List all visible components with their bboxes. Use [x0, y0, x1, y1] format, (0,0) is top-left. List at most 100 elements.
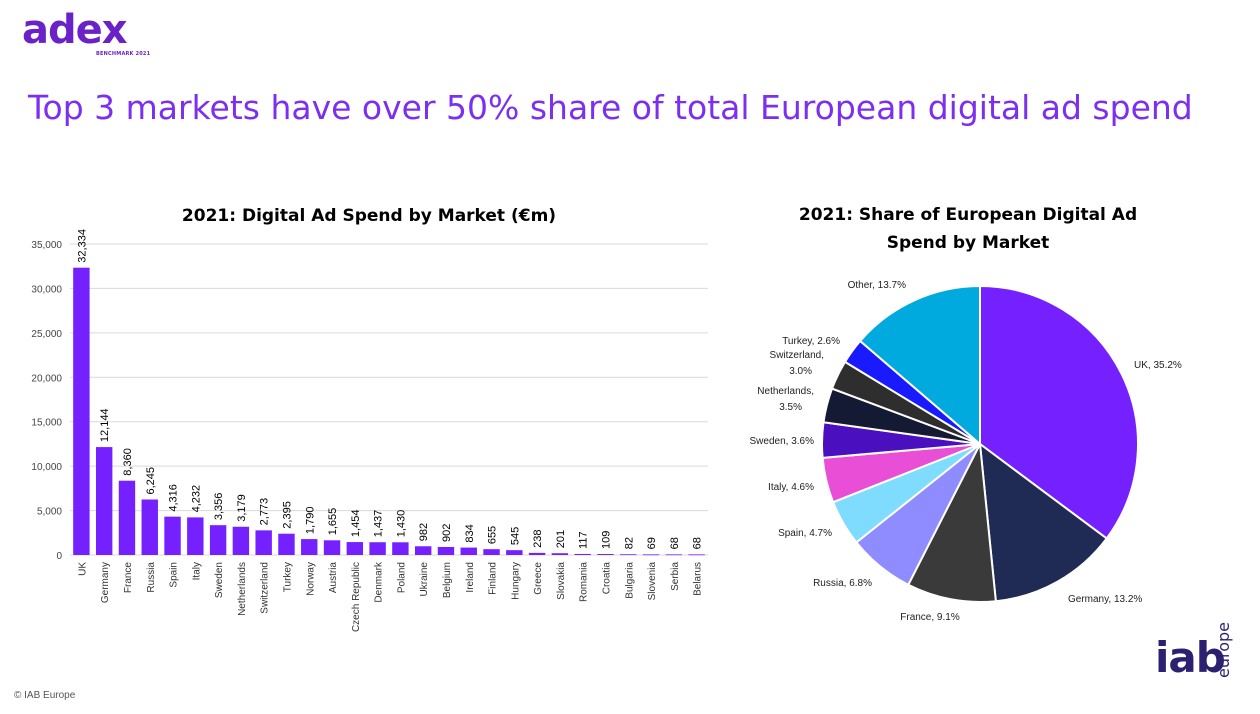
x-tick-label: Finland: [488, 562, 499, 595]
data-label: 982: [418, 523, 430, 541]
data-label: 69: [646, 537, 658, 549]
x-tick-label: France: [123, 562, 134, 594]
x-tick-label: Denmark: [374, 561, 385, 603]
bar: [437, 546, 455, 555]
x-tick-label: Norway: [305, 562, 316, 596]
data-label: 1,790: [304, 507, 316, 535]
x-tick-label: Greece: [533, 562, 544, 595]
data-label: 655: [487, 526, 499, 544]
x-tick-label: Austria: [328, 562, 339, 594]
y-tick-label: 15,000: [31, 418, 62, 429]
x-tick-label: Netherlands: [237, 562, 248, 616]
bar: [642, 554, 660, 556]
pie-label-line: 3.5%: [779, 402, 802, 413]
bar: [278, 533, 295, 555]
iab-logo-europe: europe: [1214, 622, 1233, 678]
pie-label: Italy, 4.6%: [768, 482, 814, 493]
y-tick-label: 20,000: [31, 373, 62, 384]
pie-slice: [906, 440, 997, 603]
data-label: 1,655: [327, 508, 339, 536]
x-tick-label: Slovenia: [647, 562, 658, 601]
data-label: 834: [464, 524, 476, 542]
x-tick-label: Hungary: [510, 562, 521, 600]
copyright: © IAB Europe: [14, 690, 76, 701]
bar: [95, 447, 113, 555]
iab-logo: iab: [1155, 633, 1226, 682]
x-tick-label: Slovakia: [556, 562, 567, 600]
x-tick-label: Italy: [191, 562, 202, 580]
y-tick-label: 30,000: [31, 284, 62, 295]
data-label: 4,316: [168, 484, 180, 512]
bar: [187, 517, 204, 555]
x-tick-label: Germany: [100, 562, 111, 603]
x-tick-label: Ukraine: [419, 562, 430, 597]
bar: [597, 554, 614, 555]
x-tick-label: Belarus: [693, 562, 704, 596]
x-tick-label: Czech Republic: [351, 562, 362, 632]
data-label: 2,773: [259, 498, 271, 526]
pie-label: Switzerland, 3.0%: [770, 350, 824, 377]
bar-chart: 2021: Digital Ad Spend by Market (€m) 0 5,…: [31, 206, 708, 632]
bar: [620, 554, 637, 556]
data-label: 109: [600, 531, 612, 549]
y-tick-label: 5,000: [37, 507, 62, 518]
page-headline: Top 3 markets have over 50% share of tot…: [28, 88, 1193, 127]
x-tick-label: Serbia: [670, 562, 681, 591]
bar: [688, 554, 705, 556]
pie-label: France, 9.1%: [900, 612, 960, 623]
data-label: 6,245: [145, 467, 157, 495]
pie-title-line: 2021: Share of European Digital Ad: [799, 205, 1137, 225]
data-label: 1,437: [373, 510, 385, 538]
bar: [369, 542, 386, 555]
bar: [255, 530, 272, 555]
y-tick-label: 35,000: [31, 240, 62, 251]
bar: [414, 546, 432, 555]
logo-wordmark: adex: [22, 7, 128, 53]
data-label: 12,144: [99, 408, 111, 442]
bar-chart-title: 2021: Digital Ad Spend by Market (€m): [182, 206, 556, 226]
x-tick-label: Russia: [146, 562, 157, 593]
data-label: 82: [623, 537, 635, 549]
bar: [323, 540, 341, 555]
data-label: 1,454: [350, 510, 362, 538]
x-tick-label: Spain: [169, 562, 180, 588]
x-tick-label: UK: [77, 562, 88, 576]
bar: [392, 542, 409, 555]
adex-logo: adex BENCHMARK 2021: [22, 10, 150, 57]
data-label: 545: [509, 527, 521, 545]
data-label: 1,430: [395, 510, 407, 538]
x-tick-label: Turkey: [282, 562, 293, 592]
bar: [506, 550, 523, 555]
data-label: 68: [692, 537, 704, 549]
bar: [164, 516, 181, 555]
pie-chart-title: 2021: Share of European Digital Ad Spend …: [799, 205, 1137, 253]
x-tick-label: Croatia: [601, 562, 612, 595]
bar: [73, 267, 90, 555]
pie-label: Netherlands, 3.5%: [757, 386, 814, 413]
pie-label: Russia, 6.8%: [813, 578, 872, 589]
x-tick-label: Ireland: [465, 562, 476, 593]
data-label: 68: [669, 537, 681, 549]
data-label: 117: [578, 531, 590, 549]
bar: [118, 480, 136, 555]
data-label: 3,179: [236, 494, 248, 522]
y-tick-label: 25,000: [31, 329, 62, 340]
bar: [209, 525, 227, 555]
bar: [551, 553, 569, 555]
x-tick-label: Sweden: [214, 562, 225, 598]
bar: [141, 499, 158, 555]
y-tick-label: 0: [56, 551, 62, 562]
bar: [528, 552, 546, 555]
bar: [232, 526, 250, 555]
bar: [460, 547, 477, 555]
x-tick-label: Belgium: [442, 562, 453, 598]
pie-label: UK, 35.2%: [1134, 360, 1182, 371]
pie-slice: [978, 441, 1109, 603]
pie-slice: [979, 284, 1139, 540]
pie-label: Spain, 4.7%: [778, 528, 832, 539]
y-tick-label: 10,000: [31, 462, 62, 473]
x-tick-label: Romania: [579, 562, 590, 602]
bar: [346, 542, 364, 555]
pie-label-line: Switzerland,: [770, 350, 824, 361]
data-label: 2,395: [281, 501, 293, 529]
